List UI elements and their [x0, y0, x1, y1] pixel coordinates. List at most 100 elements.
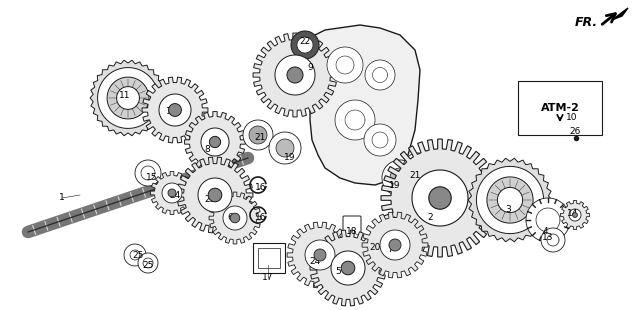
FancyBboxPatch shape [343, 216, 361, 240]
Polygon shape [198, 178, 232, 212]
Polygon shape [209, 136, 221, 148]
Polygon shape [291, 31, 319, 59]
Text: 26: 26 [570, 127, 580, 136]
Text: 25: 25 [142, 260, 154, 269]
Polygon shape [310, 230, 386, 306]
Polygon shape [287, 222, 353, 288]
Text: 8: 8 [204, 145, 210, 154]
Text: 19: 19 [389, 180, 401, 189]
Text: 7: 7 [387, 246, 393, 255]
Polygon shape [201, 128, 229, 156]
Polygon shape [331, 251, 365, 285]
Polygon shape [526, 198, 570, 242]
Polygon shape [380, 230, 410, 260]
Polygon shape [561, 201, 589, 229]
Polygon shape [223, 206, 247, 230]
Polygon shape [269, 132, 301, 164]
Bar [253, 243, 285, 273]
Text: 10: 10 [566, 113, 578, 122]
Polygon shape [382, 160, 418, 196]
Polygon shape [142, 77, 208, 143]
Polygon shape [98, 68, 159, 128]
Text: 12: 12 [166, 108, 178, 117]
Polygon shape [314, 249, 326, 261]
Text: 2: 2 [427, 214, 433, 223]
Text: 24: 24 [309, 258, 321, 267]
Polygon shape [364, 124, 396, 156]
Polygon shape [287, 67, 303, 83]
Text: 3: 3 [505, 206, 511, 215]
Text: 17: 17 [262, 273, 274, 282]
FancyArrowPatch shape [602, 14, 616, 24]
Text: 19: 19 [284, 153, 296, 162]
Text: 18: 18 [346, 228, 358, 237]
Polygon shape [168, 189, 176, 197]
Polygon shape [541, 228, 565, 252]
Polygon shape [249, 126, 267, 144]
Polygon shape [412, 170, 468, 226]
Polygon shape [138, 253, 158, 273]
Polygon shape [253, 33, 337, 117]
Polygon shape [243, 120, 273, 150]
Polygon shape [297, 37, 313, 53]
Polygon shape [107, 77, 149, 119]
Text: 21: 21 [254, 134, 266, 143]
Polygon shape [209, 192, 261, 244]
Polygon shape [275, 55, 315, 95]
Text: 9: 9 [307, 64, 313, 73]
Polygon shape [381, 139, 499, 257]
Polygon shape [310, 25, 420, 185]
Polygon shape [612, 8, 628, 20]
Text: 14: 14 [567, 209, 579, 218]
Polygon shape [327, 47, 363, 83]
Polygon shape [497, 188, 523, 213]
Polygon shape [184, 112, 245, 172]
Text: 16: 16 [255, 214, 267, 223]
Polygon shape [230, 213, 240, 223]
Polygon shape [276, 139, 294, 157]
Text: 13: 13 [542, 233, 554, 242]
Polygon shape [573, 213, 577, 217]
Text: 15: 15 [147, 174, 157, 183]
Text: 25: 25 [132, 250, 144, 259]
Text: 6: 6 [227, 214, 233, 223]
FancyBboxPatch shape [371, 229, 387, 251]
Text: 5: 5 [335, 268, 341, 277]
Polygon shape [341, 261, 355, 275]
Polygon shape [208, 188, 222, 202]
Polygon shape [468, 158, 552, 242]
Polygon shape [135, 160, 161, 186]
Polygon shape [90, 60, 166, 136]
Text: FR.: FR. [575, 16, 598, 29]
Polygon shape [403, 153, 433, 183]
Text: 23: 23 [204, 196, 216, 205]
Text: 16: 16 [255, 184, 267, 193]
Bar [258, 248, 280, 268]
Text: 1: 1 [59, 193, 65, 202]
Polygon shape [116, 86, 140, 109]
Polygon shape [335, 100, 375, 140]
Polygon shape [159, 94, 191, 126]
Text: 21: 21 [410, 170, 420, 179]
Polygon shape [410, 160, 426, 176]
Text: 24: 24 [170, 191, 180, 200]
Polygon shape [487, 177, 533, 223]
Polygon shape [162, 183, 182, 203]
Polygon shape [390, 168, 410, 188]
Polygon shape [177, 157, 253, 233]
Text: 11: 11 [119, 91, 131, 100]
Polygon shape [362, 212, 428, 278]
Polygon shape [305, 240, 335, 270]
Polygon shape [476, 166, 543, 234]
Text: 4: 4 [542, 228, 548, 237]
Polygon shape [168, 104, 181, 116]
Polygon shape [429, 187, 451, 209]
Polygon shape [365, 60, 395, 90]
Text: 22: 22 [300, 38, 310, 46]
Text: ATM-2: ATM-2 [541, 103, 579, 113]
Polygon shape [124, 244, 146, 266]
Polygon shape [150, 171, 193, 215]
Polygon shape [569, 209, 581, 221]
Text: 20: 20 [369, 243, 381, 253]
Polygon shape [389, 239, 401, 251]
